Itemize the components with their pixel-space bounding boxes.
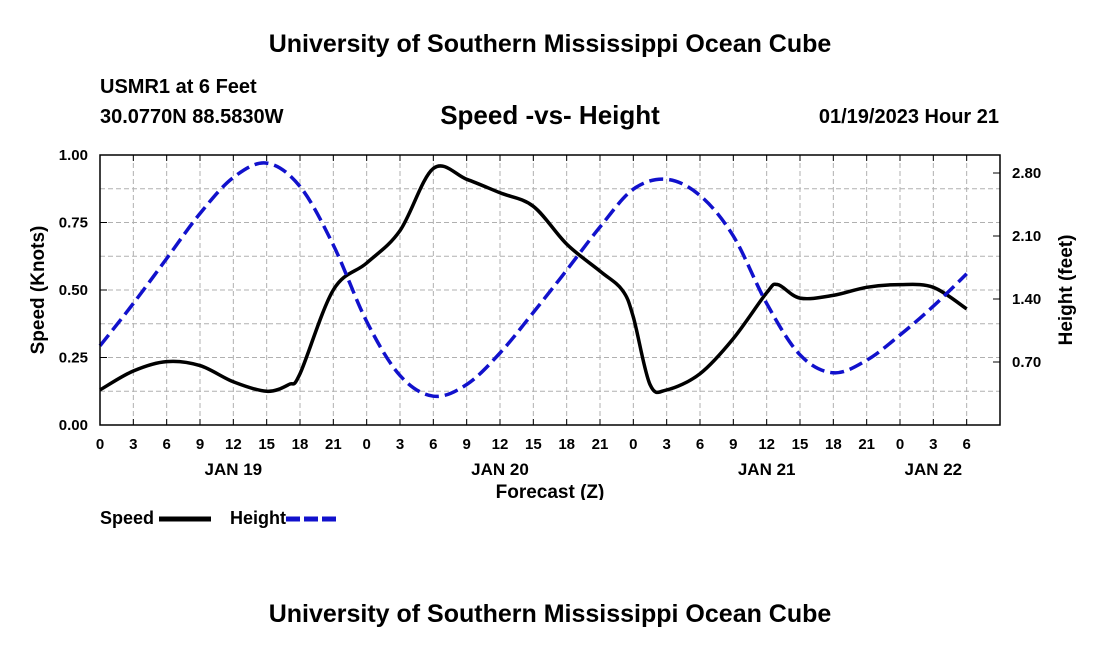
station-coordinates: 30.0770N 88.5830W bbox=[100, 106, 284, 128]
x-tick-label: 3 bbox=[662, 436, 670, 453]
y-left-tick-label: 0.00 bbox=[59, 417, 88, 434]
x-tick-label: 6 bbox=[429, 436, 437, 453]
legend-height: Height bbox=[230, 508, 338, 529]
x-tick-label: 0 bbox=[362, 436, 370, 453]
x-tick-label: 15 bbox=[792, 436, 809, 453]
plot-frame bbox=[99, 154, 1001, 426]
x-tick-label: 21 bbox=[325, 436, 342, 453]
y-left-tick-label: 0.75 bbox=[59, 215, 88, 232]
y-right-tick-label: 2.10 bbox=[1012, 228, 1041, 245]
x-tick-label: 18 bbox=[292, 436, 309, 453]
x-tick-label: 21 bbox=[858, 436, 875, 453]
x-tick-label: 21 bbox=[592, 436, 609, 453]
speed-height-chart: 0 3 6 9 12 15 18 21 0 3 6 9 12 15 18 21 0 3 6 9 12 15 18 21 0 3 6 J… bbox=[28, 147, 1077, 500]
x-tick-label: 9 bbox=[196, 436, 204, 453]
series-line-speed bbox=[99, 164, 968, 395]
x-axis-label: Forecast (Z) bbox=[496, 482, 605, 500]
x-tick-label: 9 bbox=[462, 436, 470, 453]
x-day-label: JAN 21 bbox=[738, 460, 796, 479]
legend-speed-swatch bbox=[159, 516, 212, 522]
x-tick-label: 18 bbox=[825, 436, 842, 453]
y-axis-left-label: Speed (Knots) bbox=[28, 226, 49, 355]
x-tick-label: 0 bbox=[629, 436, 637, 453]
y-axis-right-label: Height (feet) bbox=[1056, 235, 1077, 346]
y-left-tick-label: 0.50 bbox=[59, 282, 88, 299]
legend-height-label: Height bbox=[230, 508, 286, 528]
x-tick-label: 15 bbox=[525, 436, 542, 453]
x-tick-label: 0 bbox=[896, 436, 904, 453]
x-day-label: JAN 22 bbox=[905, 460, 963, 479]
axis-ticks: 0 3 6 9 12 15 18 21 0 3 6 9 12 15 18 21 0 3 6 9 12 15 18 21 0 3 6 J… bbox=[59, 147, 1041, 479]
y-right-tick-label: 0.70 bbox=[1012, 354, 1041, 371]
x-tick-label: 3 bbox=[396, 436, 404, 453]
series-lines bbox=[98, 161, 968, 399]
footer-title: University of Southern Mississippi Ocean… bbox=[268, 600, 832, 628]
x-tick-label: 6 bbox=[962, 436, 970, 453]
page-title: University of Southern Mississippi Ocean… bbox=[268, 30, 832, 58]
x-tick-label: 18 bbox=[558, 436, 575, 453]
x-tick-label: 3 bbox=[929, 436, 937, 453]
x-tick-label: 0 bbox=[96, 436, 104, 453]
x-day-label: JAN 19 bbox=[205, 460, 263, 479]
chart-title: Speed -vs- Height bbox=[440, 100, 660, 130]
station-name: USMR1 at 6 Feet bbox=[100, 76, 257, 98]
y-right-tick-label: 2.80 bbox=[1012, 165, 1041, 182]
x-day-label: JAN 20 bbox=[471, 460, 529, 479]
series-line-height bbox=[98, 161, 968, 399]
x-tick-label: 9 bbox=[729, 436, 737, 453]
x-tick-label: 12 bbox=[492, 436, 509, 453]
x-tick-label: 15 bbox=[258, 436, 275, 453]
x-tick-label: 3 bbox=[129, 436, 137, 453]
legend-height-swatch bbox=[286, 516, 338, 522]
x-tick-label: 6 bbox=[162, 436, 170, 453]
forecast-datetime: 01/19/2023 Hour 21 bbox=[818, 106, 999, 128]
y-right-tick-label: 1.40 bbox=[1012, 291, 1041, 308]
x-tick-label: 12 bbox=[758, 436, 775, 453]
legend-speed-label: Speed bbox=[100, 508, 155, 528]
y-left-tick-label: 0.25 bbox=[59, 350, 88, 367]
legend-speed: Speed bbox=[100, 508, 212, 529]
x-tick-label: 12 bbox=[225, 436, 242, 453]
x-tick-label: 6 bbox=[696, 436, 704, 453]
y-left-tick-label: 1.00 bbox=[59, 147, 88, 164]
